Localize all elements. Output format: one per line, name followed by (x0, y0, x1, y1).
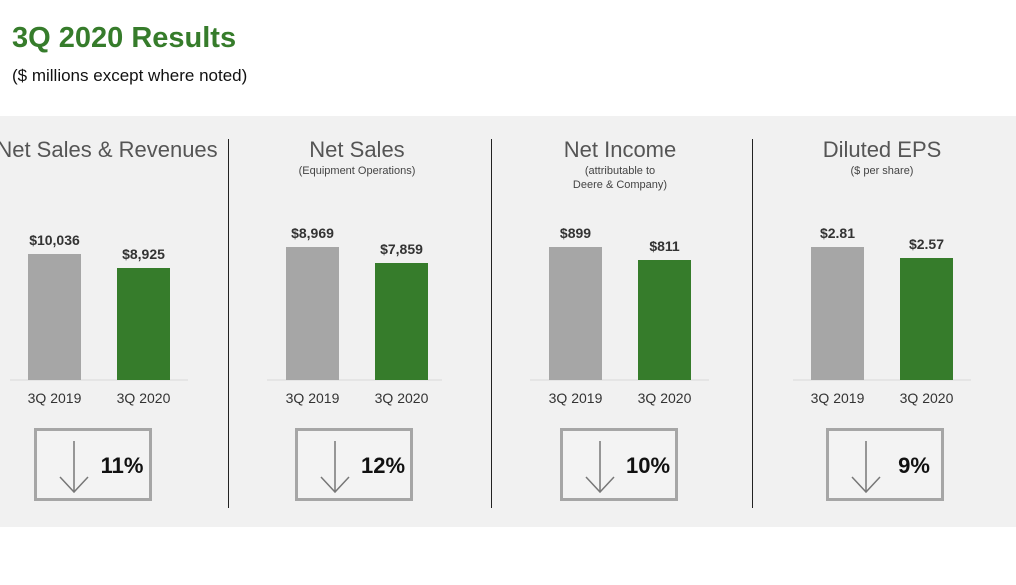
bar-value-label: $811 (649, 238, 680, 254)
x-tick-label: 3Q 2019 (811, 390, 865, 406)
bar-value-label: $8,925 (122, 246, 165, 262)
arrow-down-icon (320, 441, 350, 494)
chart-title: Net Sales (309, 137, 405, 162)
divider (752, 139, 753, 508)
percent-change: 12% (360, 453, 406, 478)
bar-value-label: $2.57 (909, 236, 944, 252)
bar-3q-2019 (286, 247, 339, 380)
chart-plot: $2.81 3Q 2019 $2.57 3Q 2020 (793, 225, 971, 406)
bar-value-label: $2.81 (820, 225, 855, 241)
bar-3q-2019 (549, 247, 602, 380)
change-indicator: 11% (34, 428, 152, 501)
percent-change: 10% (625, 453, 671, 478)
change-indicator: 12% (295, 428, 413, 501)
bar-3q-2020 (117, 268, 170, 380)
change-indicator: 10% (560, 428, 678, 501)
arrow-down-icon (851, 441, 881, 494)
x-tick-label: 3Q 2020 (117, 390, 171, 406)
chart-diluted-eps: $2.81 3Q 2019 $2.57 3Q 2020 Diluted EPS ($ … (751, 116, 1013, 527)
change-indicator: 9% (826, 428, 944, 501)
bar-3q-2019 (811, 247, 864, 380)
x-tick-label: 3Q 2019 (549, 390, 603, 406)
page-title: 3Q 2020 Results (12, 22, 237, 54)
percent-change: 9% (898, 453, 930, 478)
chart-plot: $10,036 3Q 2019 $8,925 3Q 2020 (10, 232, 188, 406)
bar-3q-2019 (28, 254, 81, 380)
bar-3q-2020 (638, 260, 691, 380)
x-tick-label: 3Q 2020 (375, 390, 429, 406)
chart-title: Net Sales & Revenues (0, 137, 218, 162)
x-tick-label: 3Q 2019 (286, 390, 340, 406)
page-subtitle: ($ millions except where noted) (12, 66, 248, 85)
chart-subtitle: (attributable to Deere & Company) (572, 165, 668, 191)
bar-value-label: $899 (560, 225, 591, 241)
chart-net-income: $899 3Q 2019 $811 3Q 2020 Net Income (attri… (489, 116, 751, 527)
bar-3q-2020 (375, 263, 428, 380)
chart-plot: $899 3Q 2019 $811 3Q 2020 (530, 225, 709, 406)
bar-value-label: $7,859 (380, 241, 423, 257)
chart-title: Diluted EPS (822, 137, 942, 162)
x-tick-label: 3Q 2019 (28, 390, 82, 406)
percent-change: 11% (100, 453, 144, 478)
chart-subtitle: ($ per share) (850, 165, 914, 177)
arrow-down-icon (585, 441, 615, 494)
chart-subtitle: (Equipment Operations) (298, 165, 416, 177)
chart-plot: $8,969 3Q 2019 $7,859 3Q 2020 (267, 225, 442, 406)
chart-net-sales-revenues: $10,036 3Q 2019 $8,925 3Q 2020 Net Sales & … (0, 116, 238, 527)
bar-3q-2020 (900, 258, 953, 380)
chart-title: Net Income (563, 137, 677, 162)
arrow-down-icon (59, 441, 89, 494)
divider (491, 139, 492, 508)
x-tick-label: 3Q 2020 (638, 390, 692, 406)
bar-value-label: $8,969 (291, 225, 334, 241)
x-tick-label: 3Q 2020 (900, 390, 954, 406)
divider (228, 139, 229, 508)
chart-net-sales: $8,969 3Q 2019 $7,859 3Q 2020 Net Sales (Eq… (226, 116, 488, 527)
bar-value-label: $10,036 (29, 232, 80, 248)
